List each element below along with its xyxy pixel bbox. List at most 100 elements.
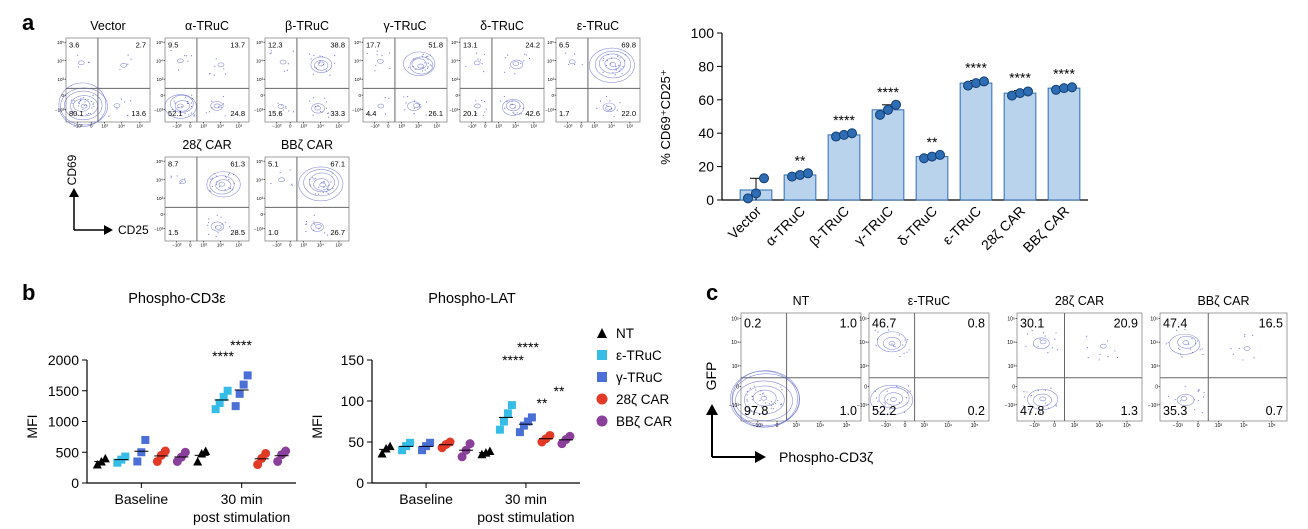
point-ε-TRuC xyxy=(219,392,228,401)
flow-plot-title: ε-TRuC xyxy=(908,294,950,308)
flow-tick-x: 10⁴ xyxy=(1240,423,1248,429)
density-dot xyxy=(313,223,316,225)
quadrant-upper-right: 13.7 xyxy=(230,41,245,50)
quadrant-lower-right: 26.7 xyxy=(330,228,345,237)
density-dot xyxy=(326,185,328,187)
group-label-30min: 30 min xyxy=(505,491,547,507)
density-dot xyxy=(420,106,422,108)
bar-point xyxy=(883,104,893,115)
point-NT xyxy=(92,460,102,469)
density-dot xyxy=(184,55,186,57)
density-dot xyxy=(310,58,312,60)
density-dot xyxy=(1179,354,1182,356)
density-dot xyxy=(899,355,901,357)
density-dot xyxy=(72,111,74,113)
flow-tick-y: 0 xyxy=(1012,384,1015,390)
density-dot xyxy=(225,177,227,179)
density-dot xyxy=(903,352,905,354)
density-dot xyxy=(1167,342,1169,344)
flow-tick-x: 10³ xyxy=(300,124,307,129)
density-dot xyxy=(770,401,773,403)
flow-tick-x: 10⁴ xyxy=(217,124,224,129)
density-dot xyxy=(430,64,432,66)
density-dot xyxy=(88,61,90,64)
density-contour xyxy=(1032,337,1050,349)
density-dot xyxy=(427,66,429,68)
point-NT xyxy=(381,444,391,453)
density-dot xyxy=(907,385,909,387)
density-dot xyxy=(581,64,583,66)
y-tick-label: 50 xyxy=(348,434,364,450)
flow-tick-y: 10⁴ xyxy=(1150,340,1158,346)
density-contour xyxy=(120,62,127,68)
point-NT xyxy=(100,453,110,463)
density-dot xyxy=(898,334,900,336)
density-dot xyxy=(1030,411,1032,413)
density-dot xyxy=(523,60,525,62)
flow-tick-y: 10³ xyxy=(1151,364,1159,370)
density-dot xyxy=(1176,329,1178,331)
flow-tick-y: 0 xyxy=(160,93,163,98)
density-dot xyxy=(1114,350,1116,352)
density-dot xyxy=(328,184,330,186)
density-dot xyxy=(1025,345,1027,347)
density-dot xyxy=(82,108,84,110)
density-dot xyxy=(85,98,87,100)
flow-tick-x: −10³ xyxy=(563,124,573,129)
density-dot xyxy=(228,226,231,228)
density-dot xyxy=(374,70,376,72)
flow-tick-y: 0 xyxy=(736,384,739,390)
flow-plot-a1: α-TRuC 9.5 13.7 52.1 24.8 10⁵ 10⁴ 10³ 0 −10³ −10³ 0… xyxy=(154,19,250,129)
bar-point xyxy=(803,168,813,179)
y-tick-label: 100 xyxy=(341,393,365,409)
point-γ-TRuC xyxy=(243,371,252,380)
bar-category-label: γ-TRuC xyxy=(851,203,896,248)
significance-mark: ** xyxy=(554,383,565,399)
density-dot xyxy=(84,101,86,103)
point-NT xyxy=(385,441,395,451)
flow-tick-y: 0 xyxy=(1155,384,1158,390)
density-dot xyxy=(908,349,910,351)
density-contour xyxy=(403,51,436,76)
flow-tick-x: 0 xyxy=(289,243,292,248)
density-dot xyxy=(309,184,311,186)
density-cloud xyxy=(870,329,914,415)
density-dot xyxy=(1174,398,1176,401)
density-dot xyxy=(1055,404,1057,406)
flow-tick-x: 0 xyxy=(1197,423,1200,429)
density-dot xyxy=(422,53,424,55)
y-axis-label: MFI xyxy=(309,414,325,438)
density-dot xyxy=(425,56,428,58)
density-dot xyxy=(211,177,213,179)
flow-plot-c1: ε-TRuC 46.7 0.8 52.2 0.2 10⁵ 10⁴ 10³ 0 −10³ −10³ 0 1… xyxy=(857,294,990,429)
flow-tick-x: 10⁵ xyxy=(626,124,633,129)
flow-tick-y: 10⁵ xyxy=(1007,316,1015,322)
flow-plot-frame xyxy=(264,37,350,123)
density-dot xyxy=(896,385,898,387)
significance-mark: ** xyxy=(795,152,806,168)
density-dot xyxy=(185,55,188,57)
density-dot xyxy=(282,109,285,111)
density-dot xyxy=(479,59,482,61)
density-dot xyxy=(220,216,222,218)
flow-tick-y: 0 xyxy=(260,93,263,98)
density-dot xyxy=(325,70,328,72)
density-dot xyxy=(755,389,757,391)
density-dot xyxy=(1046,404,1048,406)
point-ε-TRuC xyxy=(223,386,232,395)
density-dot xyxy=(311,177,314,179)
quadrant-upper-right: 38.8 xyxy=(330,41,345,50)
density-dot xyxy=(279,171,281,174)
y-tick-label: 500 xyxy=(56,444,80,460)
quadrant-upper-left: 5.1 xyxy=(268,160,278,169)
quadrant-upper-right: 51.8 xyxy=(428,41,443,50)
density-dot xyxy=(1199,349,1201,351)
density-dot xyxy=(1232,353,1234,355)
density-dot xyxy=(210,178,212,180)
panel-label-c: c xyxy=(706,280,718,305)
density-dot xyxy=(187,100,189,103)
density-contour xyxy=(870,384,914,415)
density-dot xyxy=(519,105,521,107)
density-dot xyxy=(1189,348,1191,350)
